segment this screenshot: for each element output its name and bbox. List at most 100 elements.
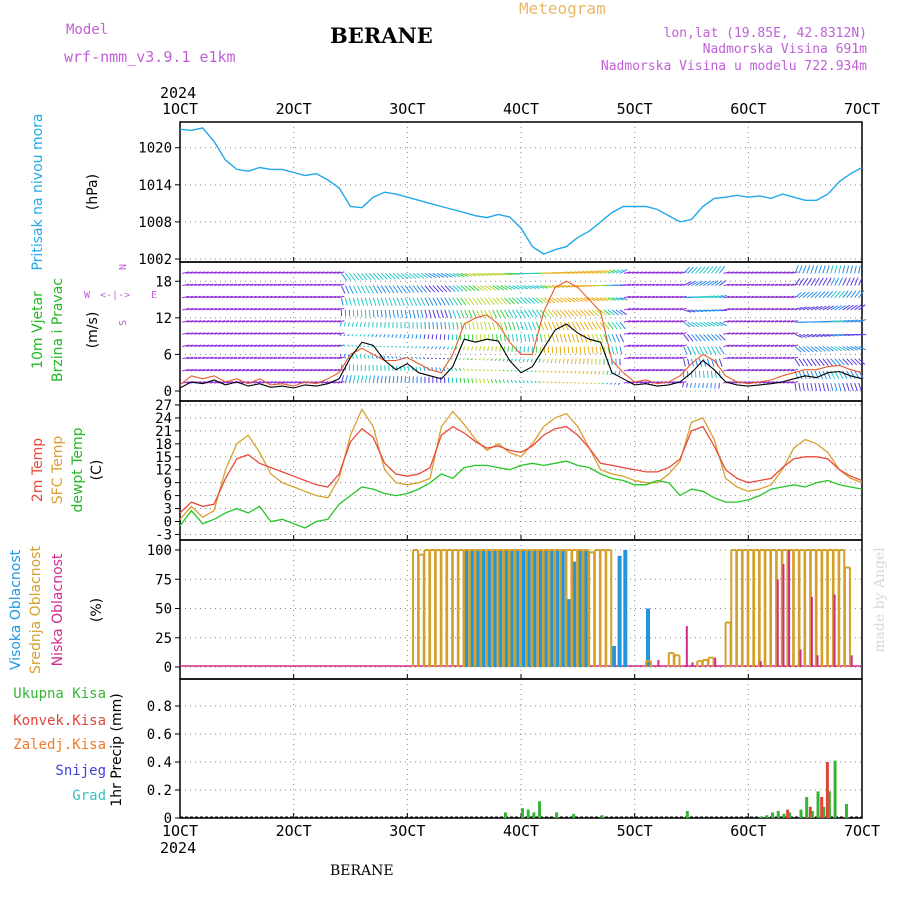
wind-barb	[365, 310, 366, 317]
wind-barb	[527, 359, 528, 362]
wind-barb	[831, 265, 833, 273]
wind-barb	[377, 286, 381, 294]
pressure-line	[180, 128, 862, 254]
wind-barb	[811, 265, 814, 273]
wind-barb	[535, 381, 537, 383]
wind-barb	[496, 347, 497, 352]
rain-bar	[686, 811, 689, 818]
wind-barb	[385, 298, 388, 306]
x-tick-label-bottom: 5OCT	[617, 822, 653, 840]
wind-barb	[487, 370, 489, 371]
wind-barb	[460, 378, 461, 383]
wind-barb	[401, 298, 404, 306]
wind-barb	[388, 334, 389, 337]
wind-barb	[512, 347, 513, 352]
wind-barb	[421, 298, 425, 306]
wind-barb	[356, 334, 358, 336]
low-cloud-bar	[760, 661, 762, 667]
wind-barb	[448, 334, 449, 339]
y-tick-label: 25	[155, 631, 172, 647]
wind-barb	[516, 310, 521, 318]
wind-barb	[559, 359, 560, 364]
y-tick-label: 1008	[138, 215, 172, 231]
x-tick-label-bottom: 7OCT	[844, 822, 880, 840]
x-tick-label-top: 6OCT	[730, 100, 766, 118]
wind-barb	[392, 334, 393, 337]
cloud-unit-label: (%)	[89, 598, 105, 622]
wind-barb	[576, 359, 577, 364]
wind-barb	[476, 347, 477, 351]
wind-barb	[353, 375, 355, 383]
compass-arrow: <-|->	[100, 290, 130, 301]
wind-barb	[851, 383, 854, 391]
compass-west: W	[84, 290, 91, 301]
wind-barb	[719, 310, 727, 311]
compass-south: S	[118, 320, 129, 326]
wind-barb	[381, 298, 384, 306]
wind-axis-label-1: 10m Vjetar	[30, 291, 46, 369]
wind-barb	[576, 334, 579, 342]
wind-barb	[357, 298, 359, 306]
wind-barb	[377, 322, 378, 327]
wind-barb	[476, 378, 477, 383]
wind-barb	[443, 347, 445, 350]
wind-barb	[580, 322, 584, 330]
wind-barb	[592, 322, 597, 329]
y-tick-label: 0	[164, 660, 172, 676]
precip-unit-label: 1hr Precip (mm)	[109, 693, 125, 806]
wind-barb	[373, 322, 374, 327]
wind-barb	[420, 367, 421, 371]
wind-barb	[451, 347, 452, 350]
wind-barb	[703, 281, 710, 286]
low-cloud-bar	[692, 662, 694, 667]
wind-barb	[340, 334, 342, 335]
wind-barb	[551, 382, 553, 383]
wind-barb	[437, 310, 440, 318]
wind-barb	[484, 347, 485, 351]
wind-barb	[437, 298, 441, 306]
x-tick-label-bottom: 4OCT	[503, 822, 539, 840]
wind-barb	[485, 310, 489, 318]
y-tick-label: 100	[147, 543, 172, 559]
wind-barb	[419, 357, 421, 358]
wind-barb	[483, 359, 485, 361]
wind-barb	[427, 358, 429, 359]
wind-barb	[594, 383, 596, 384]
wind-barb	[493, 310, 497, 318]
wind-barb	[479, 369, 481, 371]
wind-barb	[404, 366, 405, 371]
wind-barb	[831, 306, 838, 310]
y-tick-label: 75	[155, 572, 172, 588]
wind-barb	[839, 305, 846, 310]
wind-barb	[859, 266, 861, 274]
wind-barb	[508, 322, 511, 330]
wind-barb	[436, 334, 437, 339]
wind-barb	[512, 322, 515, 330]
wind-barb	[433, 310, 435, 318]
wind-barb	[547, 381, 549, 383]
wind-barb	[839, 278, 843, 286]
wind-barb	[409, 310, 411, 318]
wind-barb	[407, 347, 409, 348]
wind-barb	[568, 334, 570, 342]
wind-barb	[491, 359, 493, 361]
wind-barb	[819, 278, 823, 286]
wind-barb	[564, 334, 566, 342]
wind-barb	[352, 322, 353, 326]
wind-barb	[400, 357, 402, 359]
wind-barb	[683, 383, 684, 387]
wind-barb	[360, 355, 361, 359]
wind-barb	[449, 298, 454, 306]
wind-barb	[562, 382, 564, 383]
wind-barb	[377, 310, 378, 317]
wind-barb	[495, 379, 496, 383]
wind-barb	[440, 368, 441, 371]
wind-barb	[531, 359, 532, 363]
wind-barb	[501, 310, 505, 318]
high-cloud-bar	[618, 556, 622, 667]
high-cloud-bar	[612, 646, 616, 667]
low-cloud-bar	[799, 649, 801, 667]
wind-barb	[695, 347, 699, 355]
wind-barb	[575, 371, 577, 374]
